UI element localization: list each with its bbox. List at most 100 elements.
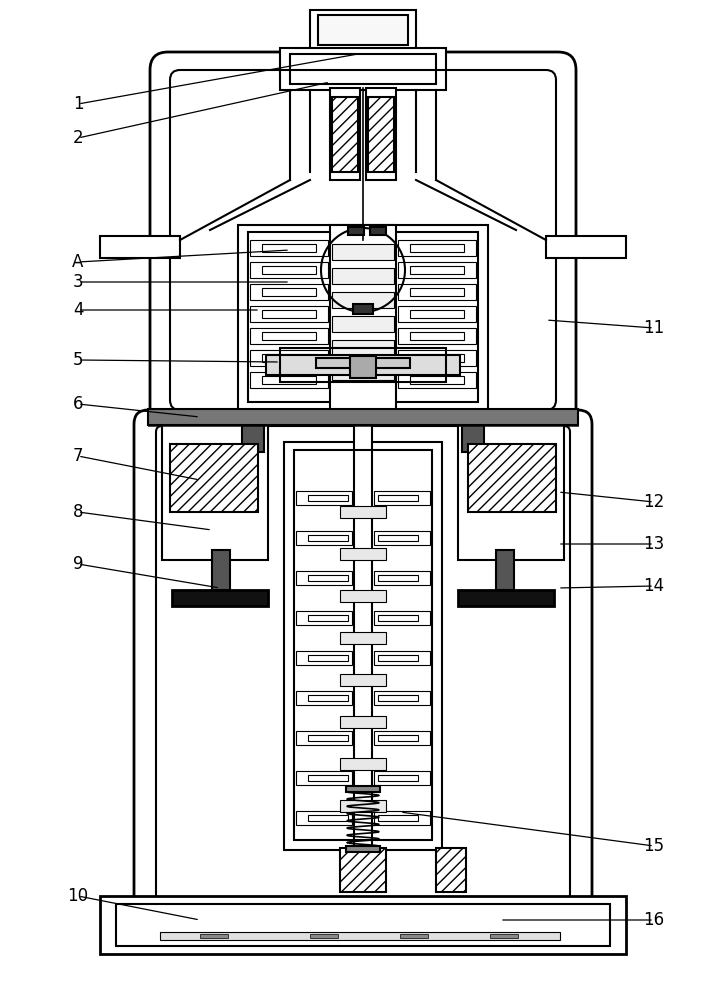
Text: 14: 14 — [643, 577, 664, 595]
Bar — [250, 328, 328, 344]
Bar — [330, 88, 360, 180]
Bar — [308, 775, 348, 781]
Bar — [296, 691, 352, 705]
Bar — [296, 571, 352, 585]
Text: 10: 10 — [68, 887, 89, 905]
Bar — [250, 350, 328, 366]
Bar — [296, 491, 352, 505]
Bar — [378, 775, 418, 781]
Bar — [368, 97, 394, 172]
Bar — [310, 934, 338, 938]
FancyBboxPatch shape — [134, 410, 592, 922]
Text: 16: 16 — [643, 911, 664, 929]
Bar — [378, 815, 418, 821]
Bar — [340, 590, 386, 602]
Bar — [332, 340, 394, 356]
Bar — [340, 716, 386, 728]
Bar — [340, 848, 386, 892]
Bar — [346, 786, 380, 792]
Bar — [170, 444, 258, 512]
Bar — [370, 227, 386, 235]
Bar — [308, 495, 348, 501]
Bar — [308, 615, 348, 621]
Bar — [242, 422, 264, 452]
Bar — [354, 420, 372, 850]
Bar — [398, 262, 476, 278]
Text: 9: 9 — [73, 555, 83, 573]
Bar — [332, 364, 394, 380]
Bar — [374, 571, 430, 585]
Bar — [346, 846, 380, 852]
Bar — [262, 376, 316, 384]
Bar — [374, 491, 430, 505]
Bar — [340, 548, 386, 560]
Bar — [458, 590, 554, 606]
Bar — [350, 356, 376, 378]
Bar — [308, 695, 348, 701]
Bar — [318, 15, 408, 45]
Bar — [172, 590, 268, 606]
Bar — [410, 310, 464, 318]
Bar — [374, 811, 430, 825]
Bar — [398, 350, 476, 366]
Text: 2: 2 — [73, 129, 83, 147]
Bar — [378, 615, 418, 621]
Bar — [248, 232, 478, 402]
Bar — [378, 655, 418, 661]
Text: 3: 3 — [73, 273, 83, 291]
Bar — [398, 306, 476, 322]
Bar — [332, 292, 394, 308]
Bar — [398, 328, 476, 344]
Bar — [340, 506, 386, 518]
Bar — [332, 268, 394, 284]
Bar — [468, 444, 556, 512]
Bar — [116, 904, 610, 946]
Bar — [148, 409, 578, 425]
FancyBboxPatch shape — [150, 52, 576, 428]
Bar — [200, 934, 228, 938]
Bar — [250, 240, 328, 256]
Text: A: A — [73, 253, 83, 271]
Text: 6: 6 — [73, 395, 83, 413]
Bar — [332, 316, 394, 332]
Bar — [378, 495, 418, 501]
Bar — [296, 771, 352, 785]
Bar — [374, 531, 430, 545]
Bar — [374, 651, 430, 665]
Bar — [294, 450, 432, 840]
Bar — [410, 266, 464, 274]
Bar — [378, 695, 418, 701]
Bar — [490, 934, 518, 938]
Bar — [308, 535, 348, 541]
Bar — [398, 372, 476, 388]
Bar — [310, 10, 416, 50]
Bar — [296, 651, 352, 665]
Bar — [353, 304, 373, 314]
Bar — [410, 332, 464, 340]
Bar — [400, 934, 428, 938]
Bar — [378, 535, 418, 541]
Bar — [162, 420, 268, 560]
Bar — [262, 244, 316, 252]
Bar — [250, 306, 328, 322]
Bar — [458, 420, 564, 560]
Bar — [250, 372, 328, 388]
Text: 12: 12 — [643, 493, 664, 511]
Bar — [374, 611, 430, 625]
Bar — [308, 815, 348, 821]
Bar — [410, 244, 464, 252]
Text: 8: 8 — [73, 503, 83, 521]
Bar — [296, 731, 352, 745]
Bar — [436, 848, 466, 892]
Bar — [296, 611, 352, 625]
Bar — [348, 227, 364, 235]
Bar — [378, 575, 418, 581]
Bar — [250, 262, 328, 278]
Bar — [496, 550, 514, 590]
Bar — [308, 655, 348, 661]
Bar — [332, 244, 394, 260]
Bar — [296, 531, 352, 545]
Bar — [238, 225, 488, 410]
Bar — [250, 284, 328, 300]
Bar — [100, 236, 180, 258]
